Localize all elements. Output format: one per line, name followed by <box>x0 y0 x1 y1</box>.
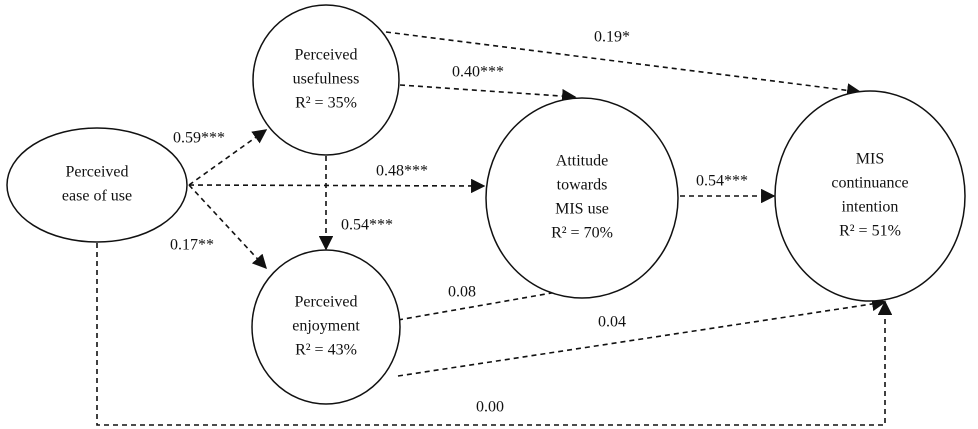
node-label: Perceived <box>65 164 128 181</box>
edge <box>96 243 893 426</box>
node-label: MIS use <box>555 201 609 218</box>
edge-label: 0.04 <box>598 314 626 331</box>
edge <box>188 184 267 270</box>
edge <box>188 178 486 194</box>
nodes <box>6 4 966 405</box>
edge-label: 0.40*** <box>452 64 504 81</box>
edge-label: 0.54*** <box>341 217 393 234</box>
edge <box>385 31 862 98</box>
node-label: ease of use <box>62 188 132 205</box>
node-label: Attitude <box>556 153 608 170</box>
edge-label: 0.00 <box>476 399 504 416</box>
node-label: MIS <box>856 151 884 168</box>
node-label: R² = 70% <box>551 225 613 242</box>
node <box>6 127 188 243</box>
node-label: enjoyment <box>292 318 360 335</box>
edge <box>397 296 887 377</box>
node-label: Perceived <box>294 294 357 311</box>
node-label: intention <box>842 199 899 216</box>
edge-label: 0.17** <box>170 237 214 254</box>
node-label: towards <box>557 177 608 194</box>
edges <box>96 31 893 426</box>
node-label: R² = 43% <box>295 342 357 359</box>
node <box>774 90 966 302</box>
edge <box>399 84 577 104</box>
edge-label: 0.48*** <box>376 163 428 180</box>
edge-label: 0.19* <box>594 29 630 46</box>
node <box>251 249 401 405</box>
edge-label: 0.54*** <box>696 173 748 190</box>
edge <box>188 129 268 186</box>
node-label: usefulness <box>293 71 360 88</box>
node-label: Perceived <box>294 47 357 64</box>
edge <box>397 283 582 321</box>
edge-label: 0.59*** <box>173 130 225 147</box>
node <box>252 4 400 156</box>
edge-label: 0.08 <box>448 284 476 301</box>
node-label: R² = 35% <box>295 95 357 112</box>
node <box>485 97 679 299</box>
node-label: R² = 51% <box>839 223 901 240</box>
labels: 0.19* 0.40*** 0.59*** 0.48*** 0.17** 0.5… <box>62 29 909 416</box>
node-label: continuance <box>831 175 908 192</box>
